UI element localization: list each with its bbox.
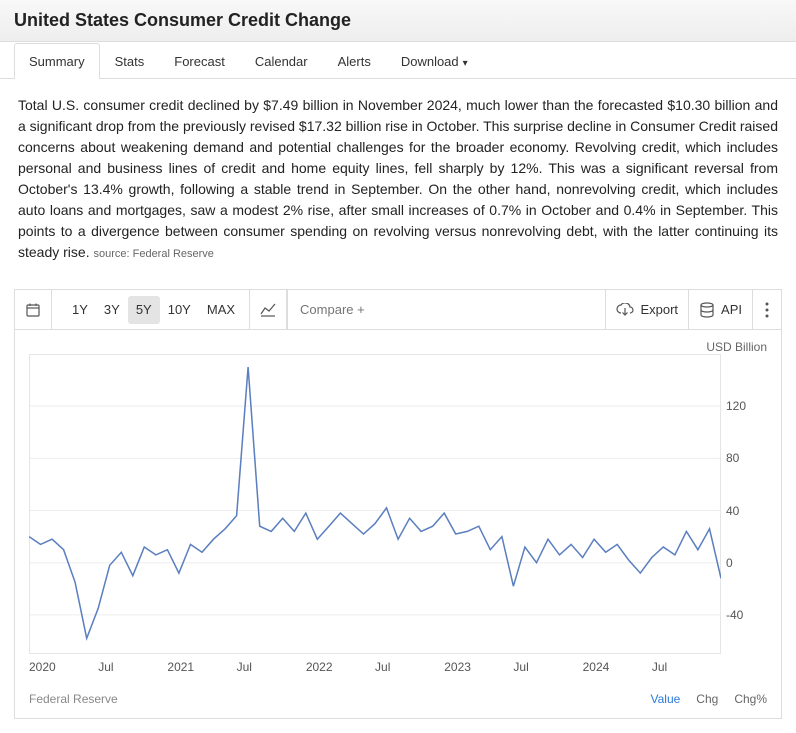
summary-source: source: Federal Reserve: [93, 248, 213, 260]
calendar-icon: [25, 302, 41, 318]
page-title: United States Consumer Credit Change: [14, 10, 782, 31]
x-tick: 2024: [583, 660, 652, 674]
metric-value[interactable]: Value: [650, 692, 680, 706]
metric-chg[interactable]: Chg: [696, 692, 718, 706]
date-picker-button[interactable]: [15, 290, 52, 329]
x-tick: 2022: [306, 660, 375, 674]
range-3y[interactable]: 3Y: [96, 296, 128, 324]
y-tick: -40: [726, 608, 743, 622]
chart-toolbar: 1Y3Y5Y10YMAX Export API: [15, 290, 781, 330]
tab-stats[interactable]: Stats: [100, 43, 160, 79]
x-tick: 2023: [444, 660, 513, 674]
x-tick: 2020: [29, 660, 98, 674]
caret-down-icon: ▾: [463, 58, 468, 69]
chart-panel: 1Y3Y5Y10YMAX Export API USD Billion: [14, 289, 782, 719]
x-tick: Jul: [513, 660, 582, 674]
chart-footer: Federal Reserve Value Chg Chg%: [15, 684, 781, 718]
cloud-download-icon: [616, 303, 634, 317]
tab-forecast[interactable]: Forecast: [159, 43, 240, 79]
range-group: 1Y3Y5Y10YMAX: [52, 290, 249, 329]
tab-calendar[interactable]: Calendar: [240, 43, 323, 79]
x-tick: 2021: [167, 660, 236, 674]
y-axis-unit: USD Billion: [15, 330, 781, 354]
x-axis: 2020Jul2021Jul2022Jul2023Jul2024Jul: [15, 654, 781, 684]
y-tick: 80: [726, 451, 739, 465]
metric-chgpct[interactable]: Chg%: [734, 692, 767, 706]
tabs: SummaryStatsForecastCalendarAlertsDownlo…: [0, 42, 796, 79]
api-label: API: [721, 302, 742, 317]
more-button[interactable]: [753, 290, 781, 329]
x-tick: Jul: [652, 660, 721, 674]
summary-paragraph: Total U.S. consumer credit declined by $…: [0, 79, 796, 279]
tab-download[interactable]: Download▾: [386, 43, 483, 79]
chart-type-button[interactable]: [249, 290, 287, 329]
tab-alerts[interactable]: Alerts: [323, 43, 386, 79]
x-tick: Jul: [237, 660, 306, 674]
tab-summary[interactable]: Summary: [14, 43, 100, 79]
database-icon: [699, 302, 715, 318]
x-tick: Jul: [375, 660, 444, 674]
export-button[interactable]: Export: [606, 290, 689, 329]
x-tick: Jul: [98, 660, 167, 674]
y-tick: 120: [726, 399, 746, 413]
range-5y[interactable]: 5Y: [128, 296, 160, 324]
chart-source: Federal Reserve: [29, 692, 118, 706]
range-max[interactable]: MAX: [199, 296, 243, 324]
api-button[interactable]: API: [689, 290, 753, 329]
range-10y[interactable]: 10Y: [160, 296, 199, 324]
kebab-menu-icon: [765, 302, 769, 318]
range-1y[interactable]: 1Y: [64, 296, 96, 324]
y-tick: 0: [726, 556, 733, 570]
summary-text: Total U.S. consumer credit declined by $…: [18, 97, 778, 260]
export-label: Export: [640, 302, 678, 317]
y-tick: 40: [726, 504, 739, 518]
line-chart-icon: [260, 302, 276, 318]
compare-input[interactable]: [287, 290, 606, 329]
chart-area[interactable]: -4004080120: [29, 354, 721, 654]
